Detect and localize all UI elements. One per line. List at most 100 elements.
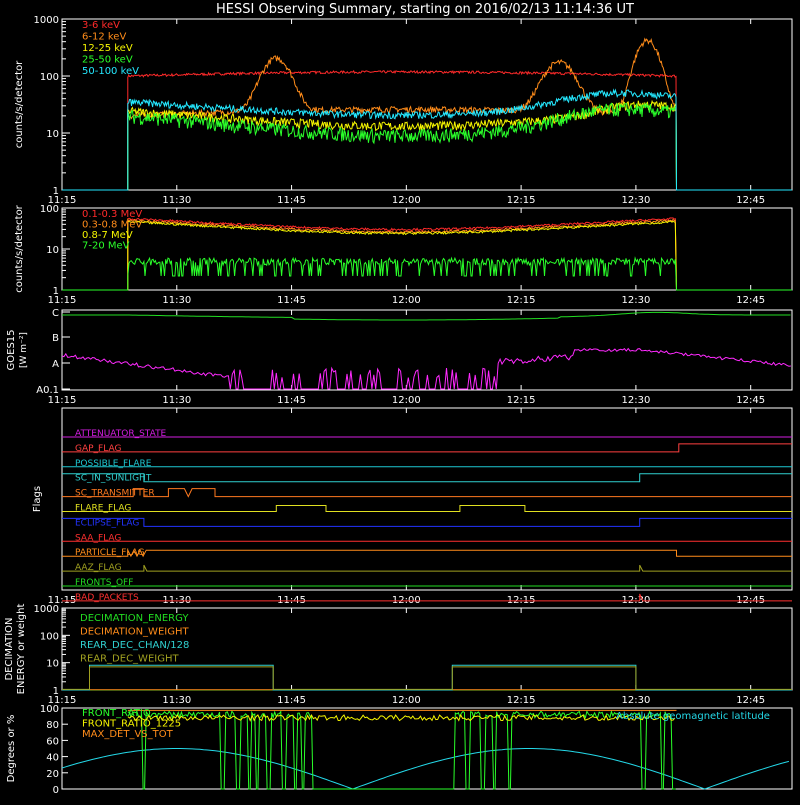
legend-entry: MAX_DET_VS_TOT: [82, 729, 174, 740]
x-tick-label: 12:30: [621, 695, 650, 706]
x-tick-label: 11:30: [162, 695, 191, 706]
x-tick-label: 11:15: [48, 295, 77, 306]
flag-line: [62, 549, 792, 558]
plot-frame: [61, 407, 793, 591]
y-tick-label: 100: [40, 631, 59, 642]
series-line: [62, 88, 792, 191]
y-tick-label: C: [52, 308, 59, 319]
y-tick-label: 40: [46, 753, 59, 764]
panel-ratios: Degrees or % 0 20 40 60 80 100 FRONT_RATIOFRONT…: [6, 704, 793, 796]
x-tick-label: 11:15: [48, 695, 77, 706]
y-tick-label: 10: [46, 245, 59, 256]
plot-frame: [61, 309, 793, 391]
flag-line: [62, 473, 792, 483]
legend-entry: DECIMATION_ENERGY: [80, 613, 189, 624]
flag-label: PARTICLE_FLAG: [75, 548, 145, 558]
series-line: [62, 666, 792, 690]
series-line: [127, 713, 676, 722]
y-tick-label: 10: [46, 659, 59, 670]
panel-decimation: 11:15 11:30 11:45 12:00 12:15 12:30 12:45 DECIM…: [4, 604, 793, 706]
x-tick-label: 11:15: [48, 195, 77, 206]
y-tick-label: 20: [46, 769, 59, 780]
flag-label: POSSIBLE_FLARE: [75, 459, 152, 469]
x-tick-label: 11:30: [162, 195, 191, 206]
legend-entry: 0.3-0.8 MeV: [82, 220, 142, 231]
y-tick-label: 1000: [34, 15, 59, 26]
y-axis-label: counts/s/detector: [14, 204, 25, 292]
legend-entry: 25-50 keV: [82, 55, 133, 66]
series-line: [62, 218, 792, 291]
y-tick-label: 100: [40, 72, 59, 83]
y-tick-label: 1: [53, 286, 59, 297]
y-axis-label: Flags: [32, 486, 43, 512]
y-axis-unit: [W m⁻²]: [19, 332, 29, 368]
panel-flags: 11:15 11:30 11:45 12:00 12:15 12:30 12:45Flags…: [32, 407, 793, 606]
flag-label: AAZ_FLAG: [75, 563, 122, 573]
legend-entry: REAR_DEC_WEIGHT: [80, 654, 179, 665]
flag-label: SC_IN_SUNLIGHT: [75, 474, 152, 484]
y-axis-label: GOES15: [6, 329, 17, 370]
flag-line: [62, 443, 792, 453]
x-tick-label: 11:30: [162, 295, 191, 306]
legend-entry: 3-6 keV: [82, 20, 120, 31]
page-title: HESSI Observing Summary, starting on 201…: [216, 2, 634, 17]
x-tick-label: 12:15: [507, 295, 536, 306]
flag-line: [62, 517, 792, 527]
flag-label: BAD_PACKETS: [75, 593, 139, 603]
y-tick-label: 80: [46, 720, 59, 731]
series-line: [62, 311, 791, 321]
legend-entry: 12-25 keV: [82, 43, 133, 54]
y-tick-label: 1000: [34, 604, 59, 615]
y-tick-label: 1: [53, 686, 59, 697]
legend-entry: FRONT_RATIO: [82, 708, 151, 719]
series-line: [62, 217, 792, 291]
x-tick-label: 11:45: [277, 195, 306, 206]
flag-label: GAP_FLAG: [75, 444, 121, 454]
x-tick-label: 11:30: [162, 395, 191, 406]
plot-frame: [61, 18, 793, 191]
y-tick-label: 60: [46, 736, 59, 747]
y-tick-label: B: [52, 333, 59, 344]
series-line: [61, 347, 791, 390]
y-tick-label: 1: [53, 186, 59, 197]
flag-line: [62, 593, 792, 602]
series-line: [62, 37, 792, 191]
flag-line: [62, 564, 792, 572]
y-tick-label: 10: [46, 129, 59, 140]
series-line: [61, 748, 790, 790]
x-tick-label: 12:45: [736, 395, 765, 406]
series-line: [62, 256, 792, 291]
legend-entry: Absolute geomagnetic latitude: [616, 711, 770, 722]
flag-label: ATTENUATOR_STATE: [75, 429, 167, 439]
y-axis-label: DECIMATION: [4, 617, 15, 680]
x-tick-label: 11:45: [277, 395, 306, 406]
legend-entry: DECIMATION_WEIGHT: [80, 627, 189, 638]
flag-label: FRONTS_OFF: [75, 578, 133, 588]
x-tick-label: 12:00: [392, 395, 421, 406]
plot-frame: [61, 207, 793, 291]
series-line: [127, 709, 676, 790]
flag-label: ECLIPSE_FLAG: [75, 518, 139, 528]
x-tick-label: 12:45: [736, 195, 765, 206]
legend-entry: FRONT_RATIO_1225: [82, 719, 181, 730]
y-axis-label: Degrees or %: [6, 715, 17, 783]
y-tick-label: 100: [40, 704, 59, 715]
x-tick-label: 12:00: [392, 695, 421, 706]
x-tick-label: 12:45: [736, 295, 765, 306]
y-tick-label: 0: [53, 785, 59, 796]
legend-entry: REAR_DEC_CHAN/128: [80, 640, 189, 651]
panel-lightcurve-low-energy: 11:15 11:30 11:45 12:00 12:15 12:30 12:45 count…: [14, 15, 793, 206]
x-tick-label: 12:45: [736, 695, 765, 706]
y-axis-label-2: ENERGY or weight: [16, 604, 27, 695]
x-tick-label: 12:15: [507, 195, 536, 206]
legend-entry: 50-100 keV: [82, 66, 139, 77]
x-tick-label: 12:00: [392, 295, 421, 306]
y-tick-label: A: [52, 359, 59, 370]
panel-goes: 11:15 11:30 11:45 12:00 12:15 12:30 12:45 GOES1…: [6, 308, 793, 406]
flag-label: SAA_FLAG: [75, 533, 121, 543]
y-tick-label: A0.1: [36, 385, 59, 396]
x-tick-label: 12:00: [392, 195, 421, 206]
x-tick-label: 12:30: [621, 395, 650, 406]
